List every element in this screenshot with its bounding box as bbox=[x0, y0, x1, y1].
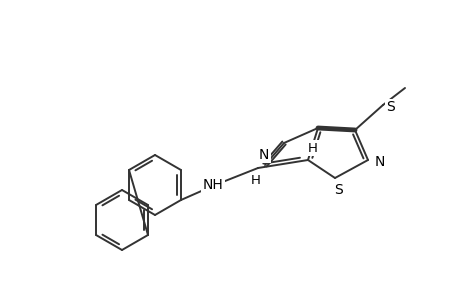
Text: S: S bbox=[334, 183, 342, 197]
Text: S: S bbox=[386, 100, 395, 114]
Text: H: H bbox=[308, 142, 317, 154]
Text: NH: NH bbox=[202, 178, 223, 192]
Text: N: N bbox=[258, 148, 269, 162]
Text: H: H bbox=[251, 173, 260, 187]
Text: N: N bbox=[374, 155, 384, 169]
